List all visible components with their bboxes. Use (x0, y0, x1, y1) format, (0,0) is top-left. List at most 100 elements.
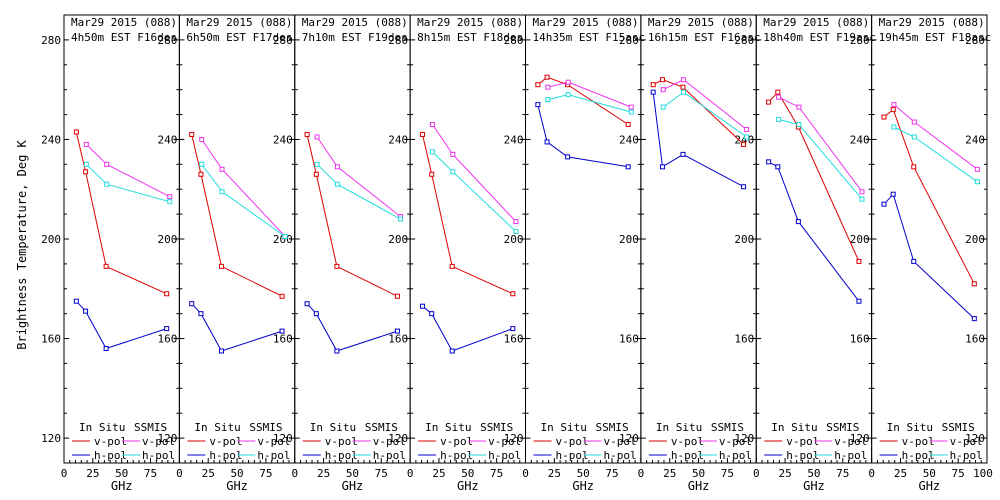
legend-insitu-hpol: h-pol (556, 449, 589, 462)
legend-insitu-vpol: v-pol (671, 435, 704, 448)
y-tick-label: 160 (273, 333, 293, 346)
x-tick-label: 25 (432, 467, 445, 480)
data-point-insitu-h (419, 303, 425, 309)
data-point-insitu-v (856, 258, 862, 264)
y-tick-label: 280 (850, 34, 870, 47)
legend-insitu-vpol: v-pol (325, 435, 358, 448)
legend-insitu-vpol: v-pol (94, 435, 127, 448)
data-point-insitu-v (625, 122, 631, 128)
legend-in-situ-title: In Situ (194, 421, 240, 434)
legend-in-situ-title: In Situ (310, 421, 356, 434)
legend-insitu-vpol: v-pol (902, 435, 935, 448)
data-point-insitu-v (510, 291, 516, 297)
series-line-insitu-h (75, 300, 167, 350)
data-point-insitu-h (680, 151, 686, 157)
data-point-insitu-h (510, 326, 516, 332)
data-point-ssmis-h (776, 117, 782, 123)
y-tick-label: 160 (619, 333, 639, 346)
data-point-ssmis-h (314, 161, 320, 167)
data-point-insitu-h (881, 201, 887, 207)
data-point-insitu-h (544, 139, 550, 145)
data-point-insitu-v (911, 164, 917, 170)
x-tick-label: 25 (317, 467, 330, 480)
data-point-ssmis-v (429, 122, 435, 128)
data-point-insitu-h (313, 311, 319, 317)
data-point-insitu-h (741, 184, 747, 190)
panel-title-date: Mar29 2015 (088) (417, 16, 523, 29)
x-tick-label: 25 (894, 467, 907, 480)
data-point-insitu-h (890, 191, 896, 197)
panel-title-date: Mar29 2015 (088) (302, 16, 408, 29)
panel-1: Mar29 2015 (088) 4h50m EST F16des 120 160 20… (61, 14, 180, 493)
data-point-insitu-v (164, 291, 170, 297)
data-point-insitu-h (449, 348, 455, 354)
series-line-ssmis-h (316, 163, 401, 220)
data-point-insitu-h (73, 298, 79, 304)
legend-ssmis-vpol: v-pol (488, 435, 521, 448)
data-point-insitu-v (775, 89, 781, 95)
data-point-ssmis-v (513, 219, 519, 225)
y-tick-label: 280 (619, 34, 639, 47)
legend-in-situ-title: In Situ (656, 421, 702, 434)
legend-insitu-hpol: h-pol (671, 449, 704, 462)
x-tick-label: 0 (868, 467, 875, 480)
series-line-ssmis-h (85, 163, 170, 203)
data-point-ssmis-h (513, 229, 519, 235)
x-tick-label: 75 (375, 467, 388, 480)
x-tick-label: 75 (490, 467, 503, 480)
y-tick-label: 240 (619, 133, 639, 146)
data-point-insitu-v (334, 263, 340, 269)
legend-insitu-hpol: h-pol (325, 449, 358, 462)
data-point-insitu-h (650, 89, 656, 95)
x-tick-label: 0 (291, 467, 298, 480)
data-point-ssmis-h (681, 89, 687, 95)
data-point-ssmis-v (859, 189, 865, 195)
x-tick-label: 0 (61, 467, 68, 480)
x-axis-label: GHz (688, 479, 710, 493)
panel-title-date: Mar29 2015 (088) (71, 16, 177, 29)
panel-5: Mar29 2015 (088) 14h35m EST F15asc 120 160 2… (522, 14, 645, 493)
y-tick-label: 160 (965, 333, 985, 346)
data-point-insitu-h (535, 102, 541, 108)
y-tick-label: 200 (619, 233, 639, 246)
data-point-ssmis-h (891, 124, 897, 130)
data-point-insitu-h (304, 301, 310, 307)
x-tick-label: 50 (230, 467, 243, 480)
data-point-insitu-v (198, 171, 204, 177)
data-point-ssmis-h (565, 92, 571, 98)
data-point-insitu-v (218, 263, 224, 269)
data-point-ssmis-h (199, 161, 205, 167)
data-point-insitu-h (218, 348, 224, 354)
data-point-ssmis-h (974, 179, 980, 185)
x-tick-label: 25 (202, 467, 215, 480)
legend-in-situ-title: In Situ (79, 421, 125, 434)
series-line-insitu-h (537, 104, 629, 168)
panel-2: Mar29 2015 (088) 6h50m EST F17des 120 160 20… (176, 14, 296, 493)
data-point-ssmis-v (796, 104, 802, 110)
legend-in-situ-title: In Situ (887, 421, 933, 434)
series-line-ssmis-h (201, 164, 286, 237)
y-tick-label-left: 160 (41, 333, 61, 346)
panel-3: Mar29 2015 (088) 7h10m EST F19des 120 160 20… (291, 14, 411, 493)
legend-ssmis-vpol: v-pol (604, 435, 637, 448)
panel-title-pass: 7h10m EST F19des (302, 31, 408, 44)
y-tick-label: 160 (734, 333, 754, 346)
panel-4: Mar29 2015 (088) 8h15m EST F18des 120 160 20… (407, 14, 526, 493)
series-line-insitu-h (652, 92, 744, 188)
left-axis: 120 160 200 240 280 (41, 34, 61, 445)
data-point-insitu-h (429, 311, 435, 317)
x-tick-label: 75 (952, 467, 965, 480)
series-line-insitu-h (768, 161, 860, 302)
x-tick-label: 75 (836, 467, 849, 480)
y-axis-label: Brightness Temperature, Deg K (15, 139, 29, 349)
y-tick-label: 200 (504, 233, 524, 246)
data-point-ssmis-h (429, 149, 435, 155)
y-tick-label: 240 (734, 133, 754, 146)
legend-insitu-hpol: h-pol (786, 449, 819, 462)
data-point-ssmis-v (83, 141, 89, 147)
data-point-ssmis-v (450, 151, 456, 157)
x-tick-label: 75 (259, 467, 272, 480)
data-point-insitu-v (83, 169, 89, 175)
y-tick-label: 240 (850, 133, 870, 146)
data-point-insitu-v (419, 131, 425, 137)
